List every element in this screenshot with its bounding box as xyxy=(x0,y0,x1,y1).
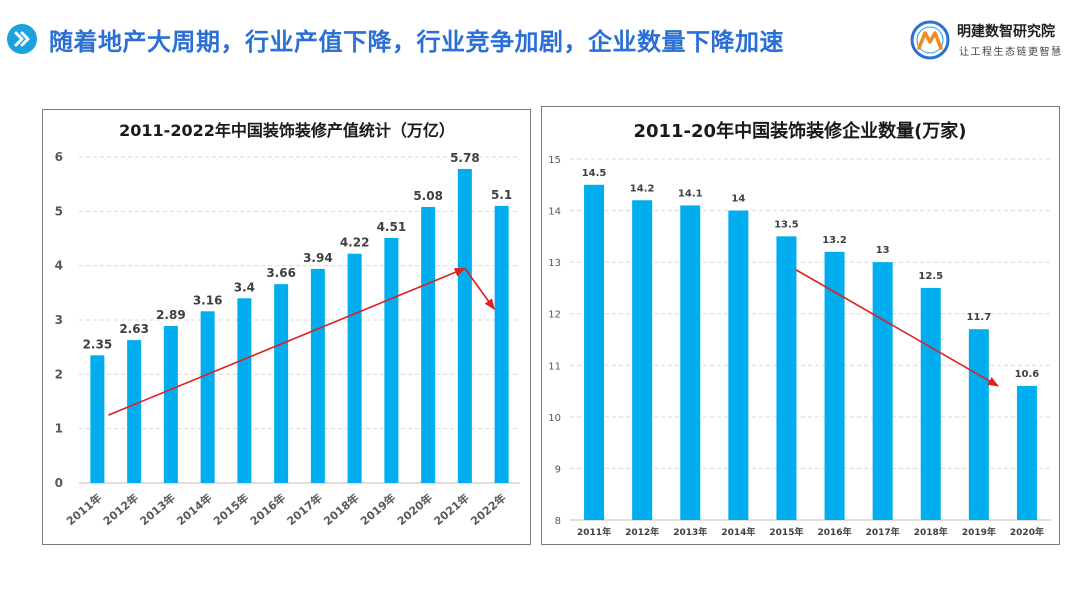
x-tick-label: 2022年 xyxy=(468,491,509,528)
x-tick-label: 2016年 xyxy=(247,491,288,528)
bar xyxy=(584,184,605,520)
trend-arrow xyxy=(108,267,466,416)
bar xyxy=(920,287,941,520)
y-tick-label: 0 xyxy=(55,476,63,490)
x-tick-label: 2021年 xyxy=(431,491,472,528)
y-tick-label: 2 xyxy=(55,367,63,381)
data-label: 2.35 xyxy=(83,337,113,351)
x-tick-label: 2019年 xyxy=(962,526,996,538)
x-tick-label: 2016年 xyxy=(818,526,852,538)
y-tick-label: 12 xyxy=(548,310,561,321)
x-tick-label: 2011年 xyxy=(577,526,611,538)
bar xyxy=(421,206,436,483)
double-chevron-right-icon xyxy=(7,24,37,54)
x-tick-label: 2018年 xyxy=(914,526,948,538)
y-tick-label: 4 xyxy=(55,259,63,273)
bar xyxy=(457,168,472,483)
x-tick-label: 2015年 xyxy=(210,491,251,528)
data-label: 14.5 xyxy=(582,168,607,179)
logo-slogan: 让工程生态链更智慧 xyxy=(959,47,1063,58)
x-tick-label: 2015年 xyxy=(769,526,803,538)
bar xyxy=(824,251,845,521)
y-tick-label: 9 xyxy=(555,464,561,475)
data-label: 13 xyxy=(876,245,890,256)
y-tick-label: 13 xyxy=(548,258,561,269)
bar xyxy=(728,210,749,521)
x-tick-label: 2014年 xyxy=(174,491,215,528)
bar xyxy=(872,262,893,520)
bar xyxy=(274,284,289,483)
x-tick-label: 2013年 xyxy=(137,491,178,528)
output-value-chart: 2011-2022年中国装饰装修产值统计（万亿） 0 1 2 3 4 5 6 2.35 2011… xyxy=(42,109,531,545)
bar xyxy=(310,268,325,483)
output-value-chart-svg: 2011-2022年中国装饰装修产值统计（万亿） 0 1 2 3 4 5 6 2.35 2011… xyxy=(55,121,520,528)
data-label: 13.2 xyxy=(822,235,847,246)
data-label: 4.22 xyxy=(340,236,370,250)
y-tick-label: 15 xyxy=(548,155,561,166)
data-label: 14 xyxy=(731,194,745,205)
x-tick-label: 2011年 xyxy=(63,491,104,528)
enterprise-count-chart: 2011-20年中国装饰装修企业数量(万家) 8 9 10 11 12 13 14 15 14.… xyxy=(541,106,1060,545)
bar xyxy=(494,205,509,483)
data-label: 2.63 xyxy=(119,322,149,336)
slide-title: 随着地产大周期，行业产值下降，行业竞争加剧，企业数量下降加速 xyxy=(49,28,784,56)
x-tick-label: 2013年 xyxy=(673,526,707,538)
x-tick-label: 2019年 xyxy=(357,491,398,528)
x-tick-label: 2012年 xyxy=(100,491,141,528)
data-label: 3.4 xyxy=(234,280,255,294)
bar xyxy=(200,311,215,483)
data-label: 14.1 xyxy=(678,188,703,199)
y-tick-label: 5 xyxy=(55,204,63,218)
x-tick-label: 2017年 xyxy=(284,491,325,528)
y-tick-label: 6 xyxy=(55,150,63,164)
trend-arrow xyxy=(795,269,1000,387)
data-label: 5.1 xyxy=(491,188,512,202)
y-tick-label: 3 xyxy=(55,313,63,327)
data-label: 5.78 xyxy=(450,151,480,165)
bar xyxy=(384,237,399,483)
data-label: 11.7 xyxy=(967,312,992,323)
x-tick-label: 2020年 xyxy=(1010,526,1044,538)
logo-name: 明建数智研究院 xyxy=(957,24,1055,40)
bar xyxy=(127,340,142,483)
bar xyxy=(776,236,797,520)
bar xyxy=(632,200,653,520)
enterprise-count-chart-svg: 2011-20年中国装饰装修企业数量(万家) 8 9 10 11 12 13 14 15 14.… xyxy=(548,120,1051,538)
mountain-emblem-icon xyxy=(910,20,950,60)
data-label: 13.5 xyxy=(774,219,799,230)
data-label: 3.94 xyxy=(303,251,333,265)
x-tick-label: 2014年 xyxy=(721,526,755,538)
slide-header: 随着地产大周期，行业产值下降，行业竞争加剧，企业数量下降加速 明建数智研究院 让… xyxy=(0,0,1080,78)
data-label: 5.08 xyxy=(413,189,443,203)
data-label: 3.16 xyxy=(193,293,223,307)
x-tick-label: 2020年 xyxy=(394,491,435,528)
x-tick-label: 2018年 xyxy=(321,491,362,528)
y-tick-label: 14 xyxy=(548,207,561,218)
x-tick-label: 2017年 xyxy=(866,526,900,538)
y-tick-label: 11 xyxy=(548,361,561,372)
y-tick-label: 10 xyxy=(548,413,561,424)
brand-logo: 明建数智研究院 让工程生态链更智慧 xyxy=(910,12,1075,62)
trend-arrow xyxy=(464,267,495,311)
bar xyxy=(90,355,105,483)
data-label: 14.2 xyxy=(630,183,655,194)
bar xyxy=(237,298,252,483)
chart-title: 2011-2022年中国装饰装修产值统计（万亿） xyxy=(119,121,455,140)
data-label: 10.6 xyxy=(1015,369,1040,380)
data-label: 12.5 xyxy=(918,271,943,282)
bar xyxy=(968,329,989,520)
bar xyxy=(680,205,701,520)
data-label: 3.66 xyxy=(266,266,296,280)
data-label: 2.89 xyxy=(156,308,186,322)
bar xyxy=(163,325,178,483)
y-tick-label: 1 xyxy=(55,422,63,436)
bar xyxy=(347,253,362,483)
chart-title: 2011-20年中国装饰装修企业数量(万家) xyxy=(633,120,966,142)
x-tick-label: 2012年 xyxy=(625,526,659,538)
data-label: 4.51 xyxy=(377,220,407,234)
bar xyxy=(1016,385,1037,520)
y-tick-label: 8 xyxy=(555,516,561,527)
